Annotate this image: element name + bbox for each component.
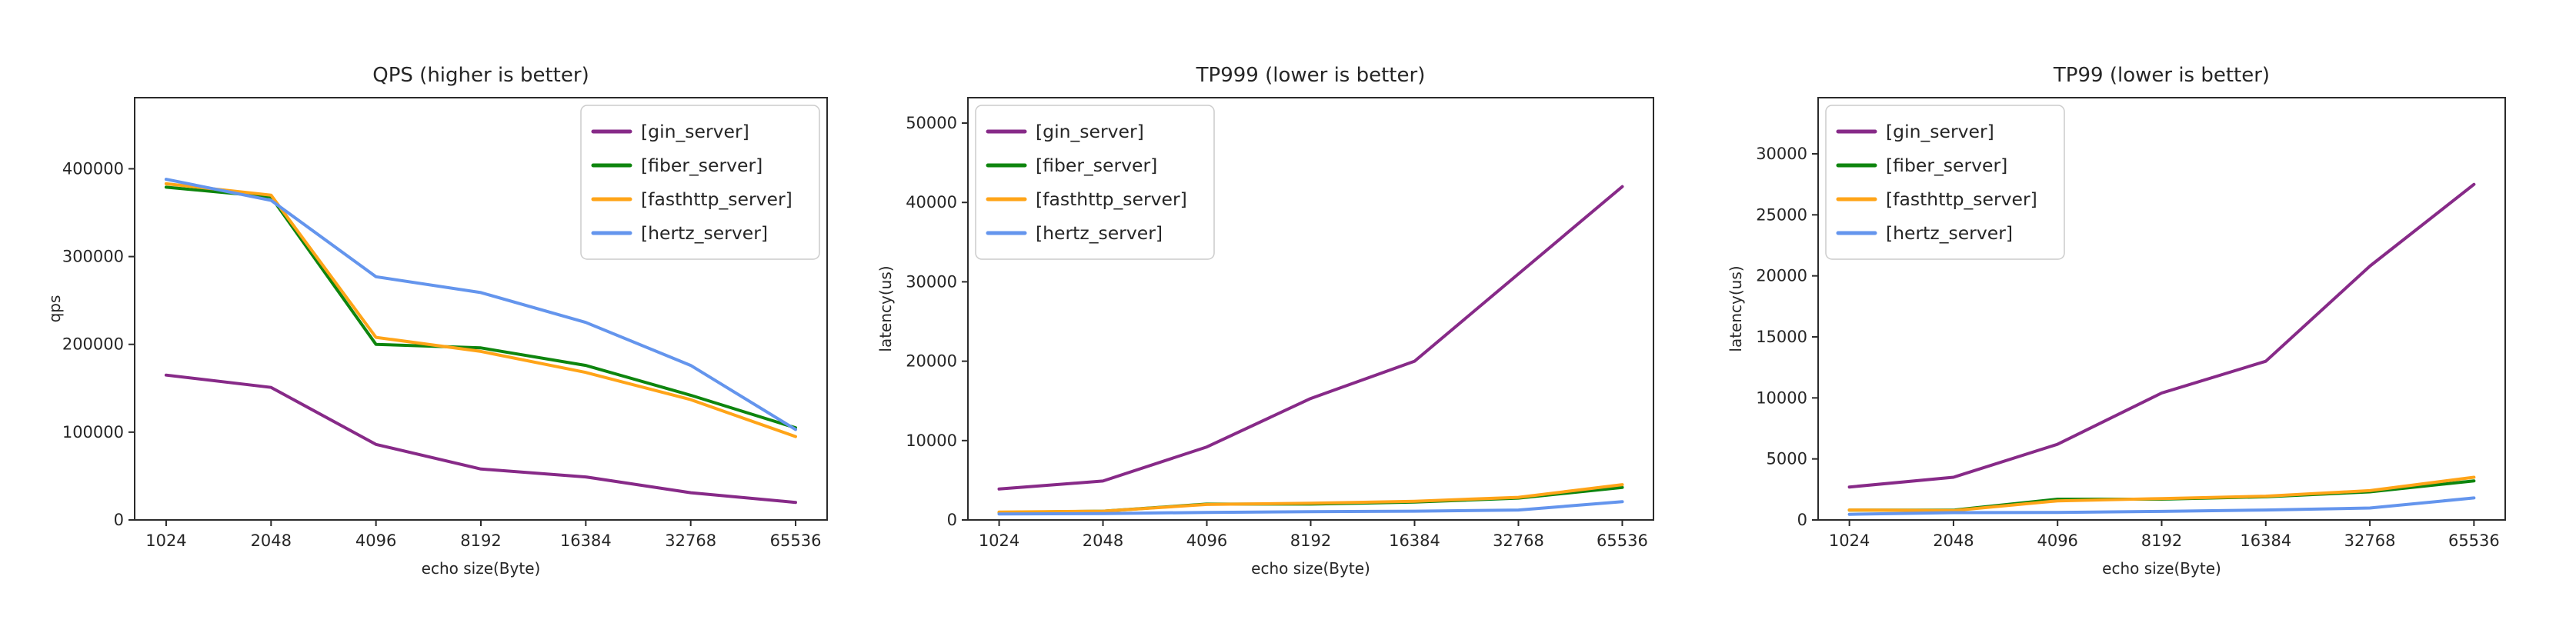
legend-label: [fiber_server] xyxy=(1036,155,1157,176)
y-tick-label: 0 xyxy=(1797,511,1807,529)
legend: [gin_server] [fiber_server] [fasthttp_serv… xyxy=(1825,105,2065,260)
legend-label: [fiber_server] xyxy=(641,155,762,176)
legend-label: [fasthttp_server] xyxy=(641,188,792,210)
y-axis-label: qps xyxy=(45,295,64,323)
series-line-fasthttp_server xyxy=(164,182,797,438)
tp999-chart: TP999 (lower is better) 0 10000 20000 30000 4… xyxy=(876,64,1654,578)
y-tick-label: 15000 xyxy=(1756,328,1807,346)
series-line-gin_server xyxy=(1847,182,2476,489)
series-line-fasthttp_server xyxy=(1847,475,2476,512)
x-tick-label: 2048 xyxy=(1083,531,1123,550)
y-tick-label: 30000 xyxy=(906,272,957,291)
x-tick-label: 32768 xyxy=(2344,531,2396,550)
x-tick-label: 2048 xyxy=(251,531,292,550)
series-line-gin_server xyxy=(164,373,797,505)
y-tick-label: 40000 xyxy=(906,193,957,212)
legend-label: [hertz_server] xyxy=(1886,222,2013,244)
y-tick-label: 50000 xyxy=(906,114,957,132)
legend-label: [fasthttp_server] xyxy=(1036,188,1187,210)
x-tick-label: 4096 xyxy=(1186,531,1227,550)
y-axis-label: latency(us) xyxy=(1727,265,1745,351)
x-tick-label: 1024 xyxy=(145,531,186,550)
legend-box xyxy=(580,105,820,260)
x-axis-label: echo size(Byte) xyxy=(422,559,541,578)
x-tick-label: 32768 xyxy=(1493,531,1544,550)
chart-title: TP99 (lower is better) xyxy=(2053,64,2270,87)
x-axis-label: echo size(Byte) xyxy=(2102,559,2221,578)
legend-box xyxy=(1825,105,2065,260)
x-tick-label: 8192 xyxy=(1290,531,1331,550)
x-tick-label: 8192 xyxy=(460,531,501,550)
y-tick-label: 0 xyxy=(114,511,124,529)
legend-label: [gin_server] xyxy=(1886,121,1994,142)
x-tick-label: 16384 xyxy=(1389,531,1440,550)
y-tick-label: 100000 xyxy=(62,423,124,441)
x-tick-label: 65536 xyxy=(770,531,822,550)
x-tick-label: 32768 xyxy=(665,531,716,550)
qps-chart: QPS (higher is better) 0 100000 200000 30000… xyxy=(45,64,828,578)
y-tick-label: 10000 xyxy=(906,431,957,450)
x-tick-label: 1024 xyxy=(979,531,1019,550)
legend-label: [fasthttp_server] xyxy=(1886,188,2037,210)
y-tick-label: 200000 xyxy=(62,335,124,354)
y-tick-label: 400000 xyxy=(62,159,124,178)
x-axis-label: echo size(Byte) xyxy=(1251,559,1370,578)
x-tick-label: 16384 xyxy=(2240,531,2291,550)
x-tick-label: 65536 xyxy=(2448,531,2500,550)
chart-title: TP999 (lower is better) xyxy=(1196,64,1426,87)
series-line-hertz_server xyxy=(164,178,797,431)
x-tick-label: 4096 xyxy=(2037,531,2077,550)
series-line-gin_server xyxy=(997,185,1624,491)
legend: [gin_server] [fiber_server] [fasthttp_serv… xyxy=(580,105,820,260)
y-tick-label: 25000 xyxy=(1756,205,1807,224)
x-tick-label: 16384 xyxy=(560,531,612,550)
legend-label: [hertz_server] xyxy=(641,222,768,244)
x-tick-label: 65536 xyxy=(1597,531,1648,550)
x-tick-label: 4096 xyxy=(355,531,396,550)
x-tick-label: 1024 xyxy=(1829,531,1870,550)
legend-label: [hertz_server] xyxy=(1036,222,1163,244)
series-line-hertz_server xyxy=(997,500,1624,516)
y-axis-label: latency(us) xyxy=(876,265,895,351)
y-tick-label: 20000 xyxy=(1756,267,1807,285)
tp99-chart: TP99 (lower is better) 0 5000 10000 15000 200… xyxy=(1727,64,2506,578)
y-tick-label: 0 xyxy=(947,511,957,529)
y-tick-label: 10000 xyxy=(1756,388,1807,407)
x-tick-label: 2048 xyxy=(1933,531,1974,550)
legend-label: [gin_server] xyxy=(641,121,749,142)
y-tick-label: 20000 xyxy=(906,352,957,371)
legend: [gin_server] [fiber_server] [fasthttp_serv… xyxy=(975,105,1215,260)
legend-label: [gin_server] xyxy=(1036,121,1144,142)
x-tick-label: 8192 xyxy=(2141,531,2182,550)
legend-label: [fiber_server] xyxy=(1886,155,2007,176)
y-tick-label: 300000 xyxy=(62,248,124,266)
series-line-fasthttp_server xyxy=(997,483,1624,514)
series-line-hertz_server xyxy=(1847,496,2476,516)
y-tick-label: 30000 xyxy=(1756,145,1807,163)
legend-box xyxy=(975,105,1215,260)
y-tick-label: 5000 xyxy=(1767,450,1807,468)
chart-title: QPS (higher is better) xyxy=(372,64,589,87)
